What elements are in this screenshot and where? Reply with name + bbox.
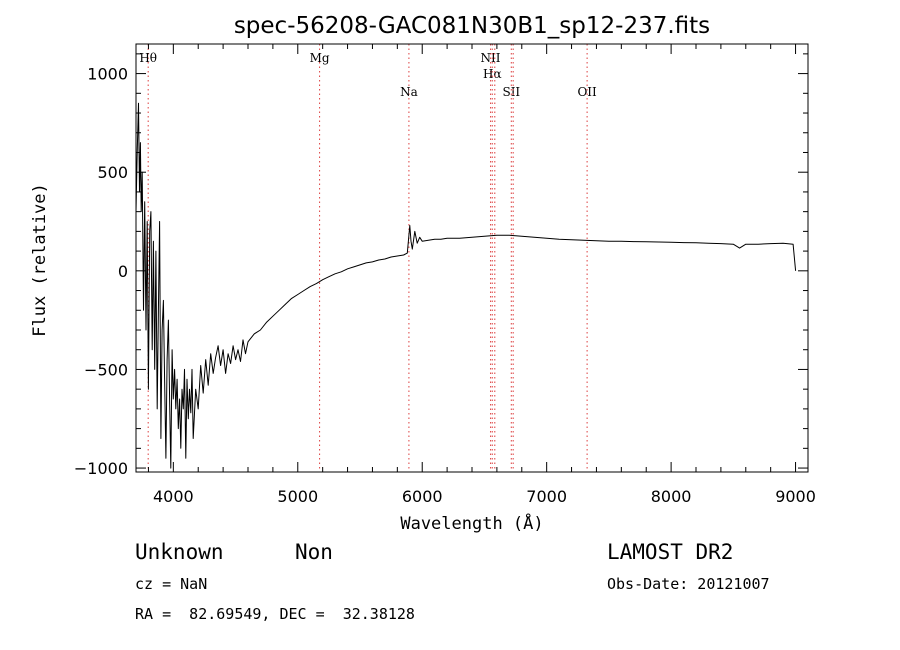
x-tick-label: 6000 (402, 487, 443, 506)
obs-date: Obs-Date: 20121007 (607, 575, 770, 593)
x-tick-label: 7000 (526, 487, 567, 506)
emission-line-label: Hα (483, 67, 502, 81)
emission-line-label: Na (400, 85, 418, 99)
y-tick-label: 1000 (87, 65, 128, 84)
emission-line-label: Hθ (139, 51, 157, 65)
y-tick-label: 500 (97, 163, 128, 182)
emission-line-label: SII (502, 85, 520, 99)
y-axis-label: Flux (relative) (30, 183, 50, 337)
survey-name: LAMOST DR2 (607, 540, 734, 564)
y-tick-label: 0 (118, 262, 128, 281)
spectrum-chart: spec-56208-GAC081N30B1_sp12-237.fits Hθ M… (30, 13, 816, 534)
x-tick-label: 8000 (651, 487, 692, 506)
redshift-value: cz = NaN (135, 575, 208, 593)
emission-line-label: Mg (310, 51, 330, 65)
x-tick-label: 4000 (153, 487, 194, 506)
emission-line-label: OII (577, 85, 597, 99)
x-axis-label: Wavelength (Å) (400, 512, 543, 534)
object-class: Unknown (135, 540, 224, 564)
emission-line-label: NII (481, 51, 501, 65)
x-axis: 4000 5000 6000 7000 8000 9000 (147, 44, 816, 506)
x-tick-label: 9000 (775, 487, 816, 506)
plot-frame (135, 43, 809, 473)
y-tick-label: −1000 (74, 459, 128, 478)
object-subclass: Non (295, 540, 333, 564)
coordinates: RA = 82.69549, DEC = 32.38128 (135, 605, 415, 623)
chart-title: spec-56208-GAC081N30B1_sp12-237.fits (234, 13, 710, 39)
y-tick-label: −500 (84, 360, 128, 379)
x-tick-label: 5000 (277, 487, 318, 506)
y-axis: −1000 −500 0 500 1000 (74, 53, 808, 478)
spectrum-series-line (135, 102, 797, 469)
